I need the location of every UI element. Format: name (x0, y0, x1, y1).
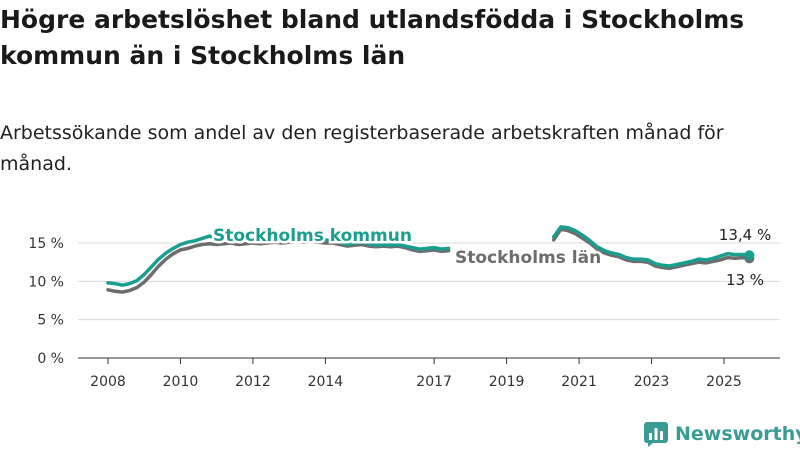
end-value-label: 13,4 % (719, 226, 771, 244)
end-point-stockholms-kommun (744, 250, 755, 261)
newsworthy-brand[interactable]: Newsworthy (643, 420, 800, 448)
x-tick-label: 2025 (706, 374, 742, 390)
x-tick-label: 2021 (561, 374, 597, 390)
series-labels: Stockholms kommun Stockholms län 13,4 % 13 … (211, 224, 772, 290)
x-tick-label: 2019 (489, 374, 525, 390)
x-tick-label: 2014 (308, 374, 344, 390)
x-tick-label: 2023 (634, 374, 670, 390)
y-tick-label: 10 % (28, 274, 64, 290)
grid-lines (78, 242, 780, 359)
axis-labels: 0 % 5 % 10 % 15 % 2008 2010 2012 2014 2017 2019 20… (28, 236, 741, 390)
x-tick-label: 2010 (163, 374, 199, 390)
series-name-label: Stockholms län (455, 248, 601, 268)
brand-name: Newsworthy (675, 423, 800, 445)
newsworthy-chart-logo-icon (644, 422, 668, 447)
series-lines (106, 225, 755, 294)
chart-subtitle: Arbetssökande som andel av den registerb… (0, 122, 724, 175)
x-tick-label: 2012 (235, 374, 271, 390)
end-value-label: 13 % (726, 271, 764, 289)
chart-title: Högre arbetslöshet bland utlandsfödda i … (0, 5, 745, 70)
y-tick-label: 15 % (28, 236, 64, 252)
series-line-stockholms-län (551, 227, 752, 271)
x-tick-label: 2017 (416, 374, 452, 390)
series-line-stockholms-kommun (106, 234, 451, 287)
y-tick-label: 0 % (37, 351, 64, 367)
series-line-stockholms-län (106, 239, 451, 294)
x-tick-label: 2008 (90, 374, 126, 390)
series-line-stockholms-kommun (551, 225, 752, 268)
y-tick-label: 5 % (37, 313, 64, 329)
series-name-label: Stockholms kommun (213, 226, 412, 246)
